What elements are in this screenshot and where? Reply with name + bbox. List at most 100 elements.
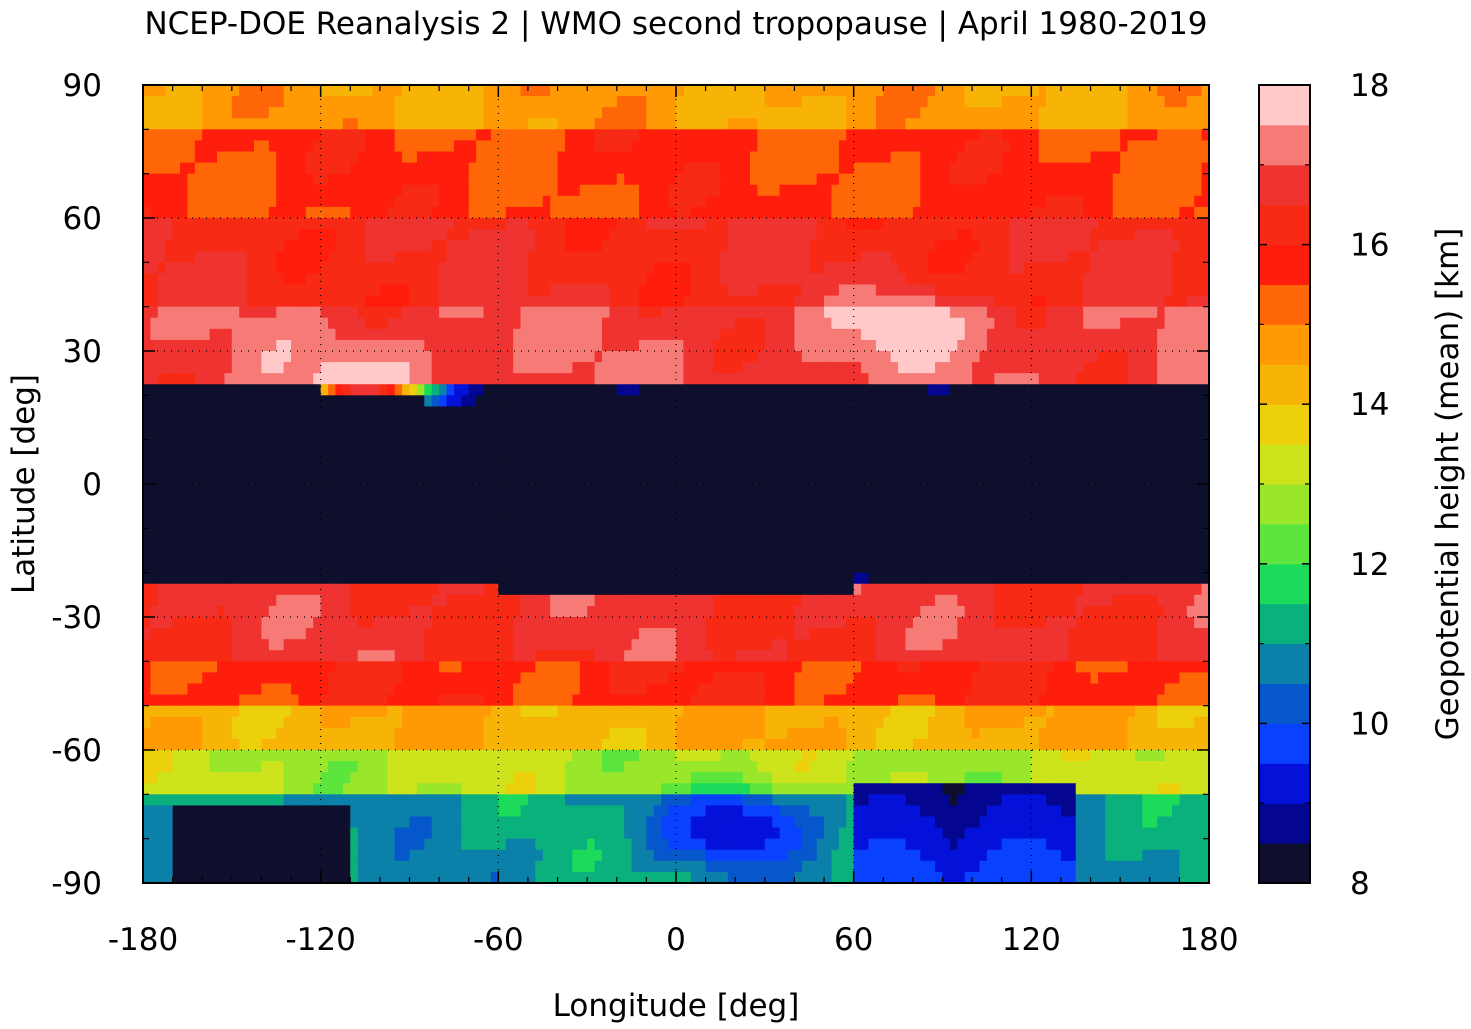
heatmap-cell xyxy=(542,96,551,108)
heatmap-cell xyxy=(801,195,810,208)
heatmap-cell xyxy=(1031,395,1040,408)
heatmap-cell xyxy=(1075,240,1084,252)
heatmap-cell xyxy=(328,284,337,297)
heatmap-cell xyxy=(898,373,907,385)
heatmap-cell xyxy=(972,284,981,297)
heatmap-cell xyxy=(964,339,973,352)
heatmap-cell xyxy=(713,362,722,374)
heatmap-cell xyxy=(757,373,766,385)
heatmap-cell xyxy=(750,229,759,241)
heatmap-cell xyxy=(898,339,907,352)
heatmap-cell xyxy=(1068,195,1077,208)
heatmap-cell xyxy=(1097,96,1106,108)
heatmap-cell xyxy=(779,339,788,352)
heatmap-cell xyxy=(1060,317,1069,330)
heatmap-cell xyxy=(490,351,499,363)
heatmap-cell xyxy=(912,96,921,108)
heatmap-cell xyxy=(794,417,803,430)
heatmap-cell xyxy=(490,284,499,297)
heatmap-cell xyxy=(1068,206,1077,219)
heatmap-cell xyxy=(446,96,455,108)
heatmap-cell xyxy=(424,461,433,474)
heatmap-cell xyxy=(1016,96,1025,108)
heatmap-cell xyxy=(254,173,263,186)
heatmap-cell xyxy=(564,450,573,463)
heatmap-cell xyxy=(979,317,988,330)
heatmap-cell xyxy=(757,218,766,230)
heatmap-cell xyxy=(890,229,899,241)
heatmap-cell xyxy=(853,362,862,374)
heatmap-cell xyxy=(180,351,189,363)
heatmap-cell xyxy=(328,85,337,97)
heatmap-cell xyxy=(868,96,877,108)
heatmap-cell xyxy=(853,395,862,408)
heatmap-cell xyxy=(1097,85,1106,97)
heatmap-cell xyxy=(801,373,810,385)
heatmap-cell xyxy=(824,273,833,286)
heatmap-cell xyxy=(402,129,411,142)
heatmap-cell xyxy=(490,218,499,230)
heatmap-cell xyxy=(239,118,248,130)
heatmap-cell xyxy=(883,240,892,252)
heatmap-cell xyxy=(646,151,655,164)
heatmap-cell xyxy=(1046,251,1055,263)
heatmap-cell xyxy=(764,118,773,130)
heatmap-cell xyxy=(890,262,899,275)
heatmap-cell xyxy=(224,428,233,441)
heatmap-cell xyxy=(824,351,833,363)
heatmap-cell xyxy=(468,107,477,119)
heatmap-cell xyxy=(890,417,899,430)
heatmap-cell xyxy=(1105,339,1114,352)
heatmap-cell xyxy=(668,273,677,286)
heatmap-cell xyxy=(187,151,196,164)
heatmap-cell xyxy=(431,339,440,352)
heatmap-cell xyxy=(986,373,995,385)
heatmap-cell xyxy=(476,229,485,241)
heatmap-cell xyxy=(1075,395,1084,408)
heatmap-cell xyxy=(831,218,840,230)
heatmap-cell xyxy=(468,184,477,197)
heatmap-cell xyxy=(690,251,699,263)
heatmap-cell xyxy=(379,306,388,319)
heatmap-cell xyxy=(772,406,781,419)
heatmap-cell xyxy=(1171,373,1180,385)
heatmap-cell xyxy=(550,251,559,263)
heatmap-cell xyxy=(298,251,307,263)
heatmap-cell xyxy=(572,461,581,474)
heatmap-cell xyxy=(912,384,921,396)
heatmap-cell xyxy=(150,273,159,286)
heatmap-cell xyxy=(601,417,610,430)
heatmap-cell xyxy=(365,351,374,363)
heatmap-cell xyxy=(424,262,433,275)
heatmap-cell xyxy=(1127,129,1136,142)
heatmap-cell xyxy=(801,406,810,419)
heatmap-cell xyxy=(1142,107,1151,119)
heatmap-cell xyxy=(379,96,388,108)
heatmap-cell xyxy=(994,118,1003,130)
heatmap-cell xyxy=(1038,384,1047,396)
heatmap-cell xyxy=(180,395,189,408)
heatmap-cell xyxy=(365,218,374,230)
heatmap-cell xyxy=(942,173,951,186)
heatmap-cell xyxy=(935,251,944,263)
heatmap-cell xyxy=(402,439,411,452)
heatmap-cell xyxy=(801,450,810,463)
heatmap-cell xyxy=(542,384,551,396)
heatmap-cell xyxy=(1053,129,1062,142)
heatmap-cell xyxy=(646,85,655,97)
heatmap-cell xyxy=(268,395,277,408)
heatmap-cell xyxy=(224,251,233,263)
heatmap-cell xyxy=(779,273,788,286)
heatmap-cell xyxy=(505,450,514,463)
heatmap-cell xyxy=(986,317,995,330)
heatmap-cell xyxy=(557,351,566,363)
heatmap-cell xyxy=(772,428,781,441)
heatmap-cell xyxy=(927,306,936,319)
heatmap-cell xyxy=(476,107,485,119)
heatmap-cell xyxy=(239,107,248,119)
heatmap-cell xyxy=(1171,306,1180,319)
heatmap-cell xyxy=(1157,184,1166,197)
heatmap-cell xyxy=(468,406,477,419)
heatmap-cell xyxy=(676,162,684,175)
heatmap-cell xyxy=(476,428,485,441)
